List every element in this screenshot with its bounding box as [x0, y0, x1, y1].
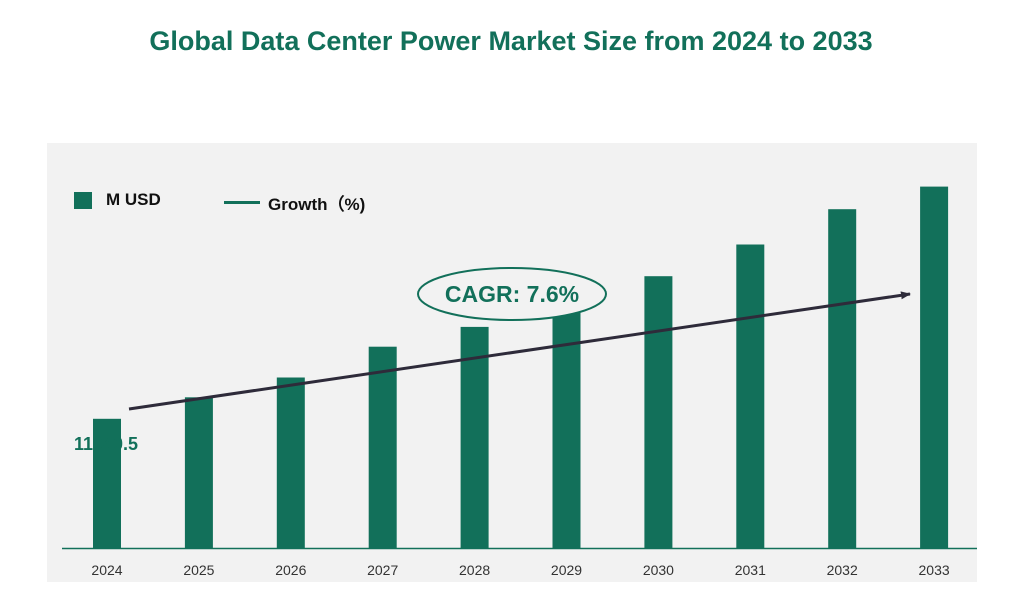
bar-2024 — [93, 418, 121, 548]
x-tick-2031: 2031 — [735, 562, 766, 578]
bar-2028 — [460, 326, 489, 548]
legend-item-growth: Growth（%) — [224, 190, 365, 215]
x-tick-2029: 2029 — [551, 562, 582, 578]
legend-label-musd: M USD — [106, 190, 161, 209]
x-tick-labels: 2024 2025 2026 2027 2028 2029 2030 2031 2032 2033 — [91, 562, 949, 578]
bar-2033 — [920, 186, 949, 548]
x-tick-2024: 2024 — [91, 562, 122, 578]
legend-item-musd: M USD — [74, 190, 161, 210]
bar-2032 — [828, 209, 857, 548]
cagr-arrow — [128, 291, 911, 411]
x-tick-2025: 2025 — [183, 562, 214, 578]
bar-2029 — [552, 304, 581, 548]
legend-label-growth: Growth（%) — [268, 195, 366, 214]
first-value-label: 11040.5 — [74, 434, 138, 454]
bar-group — [93, 186, 949, 548]
legend-line-swatch — [224, 201, 260, 204]
bar-2027 — [368, 346, 397, 548]
x-tick-2033: 2033 — [919, 562, 950, 578]
bar-2025 — [184, 397, 213, 548]
cagr-label: CAGR: 7.6% — [445, 281, 579, 307]
x-tick-2030: 2030 — [643, 562, 674, 578]
x-tick-2027: 2027 — [367, 562, 398, 578]
bar-2030 — [644, 276, 673, 548]
legend-bar-swatch — [74, 191, 92, 209]
x-tick-2026: 2026 — [275, 562, 306, 578]
x-tick-2028: 2028 — [459, 562, 490, 578]
chart-title: Global Data Center Power Market Size fro… — [149, 26, 873, 56]
x-tick-2032: 2032 — [827, 562, 858, 578]
bar-2031 — [736, 244, 765, 548]
cagr-ellipse — [417, 267, 607, 321]
bar-2026 — [276, 377, 305, 548]
